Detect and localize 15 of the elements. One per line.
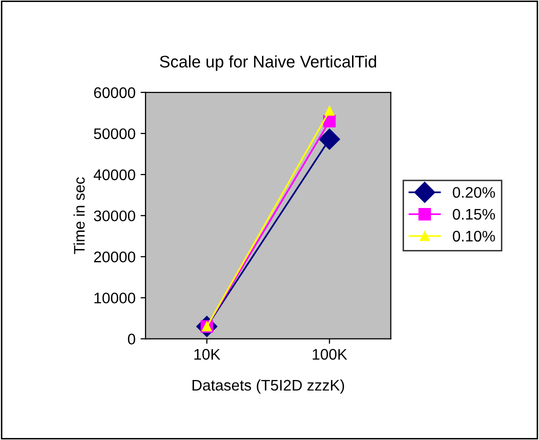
x-axis-title: Datasets (T5I2D zzzK) [192,379,344,394]
legend-label: 0.20% [452,187,495,198]
x-tick-label: 100K [312,348,348,360]
y-tick-label: 40000 [94,169,136,180]
y-axis-title: Time in sec [74,177,85,254]
x-tick-label: 10K [194,348,220,360]
legend-label: 0.15% [452,208,495,220]
legend-label: 0.10% [452,230,495,242]
y-tick-label: 50000 [94,128,136,140]
y-tick-label: 0 [128,334,136,344]
y-tick-label: 60000 [94,87,136,98]
y-tick-label: 10000 [94,292,136,304]
y-tick-label: 30000 [94,210,136,222]
y-tick-label: 20000 [94,252,136,262]
chart-title: Scale up for Naive VerticalTid [160,55,376,71]
